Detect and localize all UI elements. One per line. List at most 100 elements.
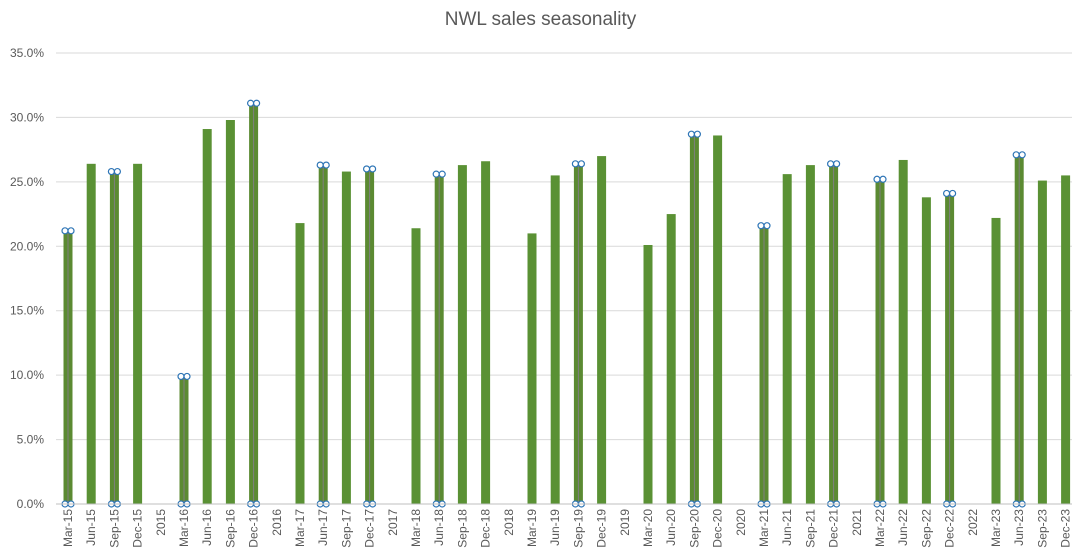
x-tick-label: Sep-19 [571,509,585,548]
bar [225,120,235,505]
data-marker [826,160,835,168]
data-marker [1018,151,1026,159]
x-tick-label: 2019 [618,509,632,536]
bar [805,165,815,504]
data-marker [1012,151,1020,159]
x-tick-label: Mar-18 [409,509,423,547]
data-marker [322,161,330,169]
data-marker [571,160,580,168]
data-marker [253,99,261,107]
bar [202,129,212,505]
x-tick-label: 2016 [270,509,284,536]
x-tick-label: Mar-23 [989,509,1003,547]
x-tick-label: Sep-16 [223,509,237,548]
x-tick-label: 2018 [502,509,516,536]
bar [295,223,305,504]
data-marker [757,222,765,230]
x-tick-label: Jun-23 [1012,509,1026,546]
x-tick-label: 2021 [850,509,864,536]
bar [341,171,351,504]
bar [411,228,421,504]
y-tick-label: 25.0% [10,175,44,189]
data-marker [432,170,440,178]
x-tick-label: 2015 [154,509,168,536]
bar [782,174,792,504]
x-tick-label: Mar-15 [61,509,75,547]
bar [457,165,467,504]
bar [643,244,653,505]
bar [597,156,607,505]
x-tick-label: Dec-20 [711,509,725,548]
x-tick-label: Sep-21 [803,509,817,548]
bar [481,161,491,505]
x-tick-label: Jun-18 [432,509,446,546]
x-tick-label: Jun-17 [316,509,330,546]
x-tick-label: Sep-23 [1035,509,1049,548]
data-marker [247,99,255,107]
x-tick-label: Mar-16 [177,509,191,547]
bar [666,214,676,505]
data-marker [693,130,702,138]
y-tick-label: 0.0% [17,497,45,511]
x-tick-label: Jun-22 [896,509,910,546]
y-tick-label: 15.0% [10,304,44,318]
x-tick-label: Dec-23 [1059,509,1073,548]
x-tick-label: Dec-16 [247,509,261,548]
data-marker [363,165,371,173]
x-tick-label: Mar-20 [641,509,655,547]
x-tick-label: Dec-22 [943,509,957,548]
x-tick-label: 2020 [734,509,748,536]
data-marker [177,372,185,381]
x-tick-label: Jun-20 [664,509,678,546]
bar [898,159,908,505]
x-tick-label: Dec-18 [479,509,493,548]
y-tick-label: 5.0% [17,433,45,447]
data-marker [183,372,191,381]
bar [527,233,537,504]
x-tick-label: Dec-21 [827,509,841,548]
bar [86,163,96,504]
y-tick-label: 20.0% [10,239,44,253]
x-tick-label: Jun-21 [780,509,794,546]
data-marker [438,170,446,178]
bar [1061,175,1071,504]
data-marker [316,161,324,169]
bar [921,197,931,504]
x-tick-label: Sep-22 [919,509,933,548]
x-tick-label: Sep-15 [107,509,121,548]
x-tick-label: Mar-19 [525,509,539,547]
data-marker [67,227,75,235]
x-tick-label: 2022 [966,509,980,536]
data-marker [113,167,122,176]
data-marker [832,160,841,168]
x-tick-label: Sep-18 [455,509,469,548]
x-tick-label: 2017 [386,509,400,536]
y-tick-label: 35.0% [10,46,44,60]
bar [550,175,560,504]
data-marker [61,227,69,235]
data-marker [369,165,377,173]
x-tick-label: Mar-21 [757,509,771,547]
data-marker [687,130,696,138]
x-tick-label: Jun-16 [200,509,214,546]
bar [1037,180,1047,504]
data-marker [873,175,881,183]
x-tick-label: Mar-22 [873,509,887,547]
x-tick-label: Mar-17 [293,509,307,547]
x-tick-label: Dec-15 [131,509,145,548]
x-tick-label: Dec-19 [595,509,609,548]
data-marker [763,222,771,230]
x-tick-label: Jun-19 [548,509,562,546]
x-tick-label: Sep-17 [339,509,353,548]
data-marker [948,189,957,198]
x-tick-label: Jun-15 [84,509,98,546]
y-tick-label: 30.0% [10,110,44,124]
chart-title: NWL sales seasonality [444,9,637,30]
x-tick-label: Dec-17 [363,509,377,548]
x-tick-label: Sep-20 [687,509,701,548]
bar [713,135,723,504]
data-marker [577,160,586,168]
y-tick-label: 10.0% [10,368,44,382]
